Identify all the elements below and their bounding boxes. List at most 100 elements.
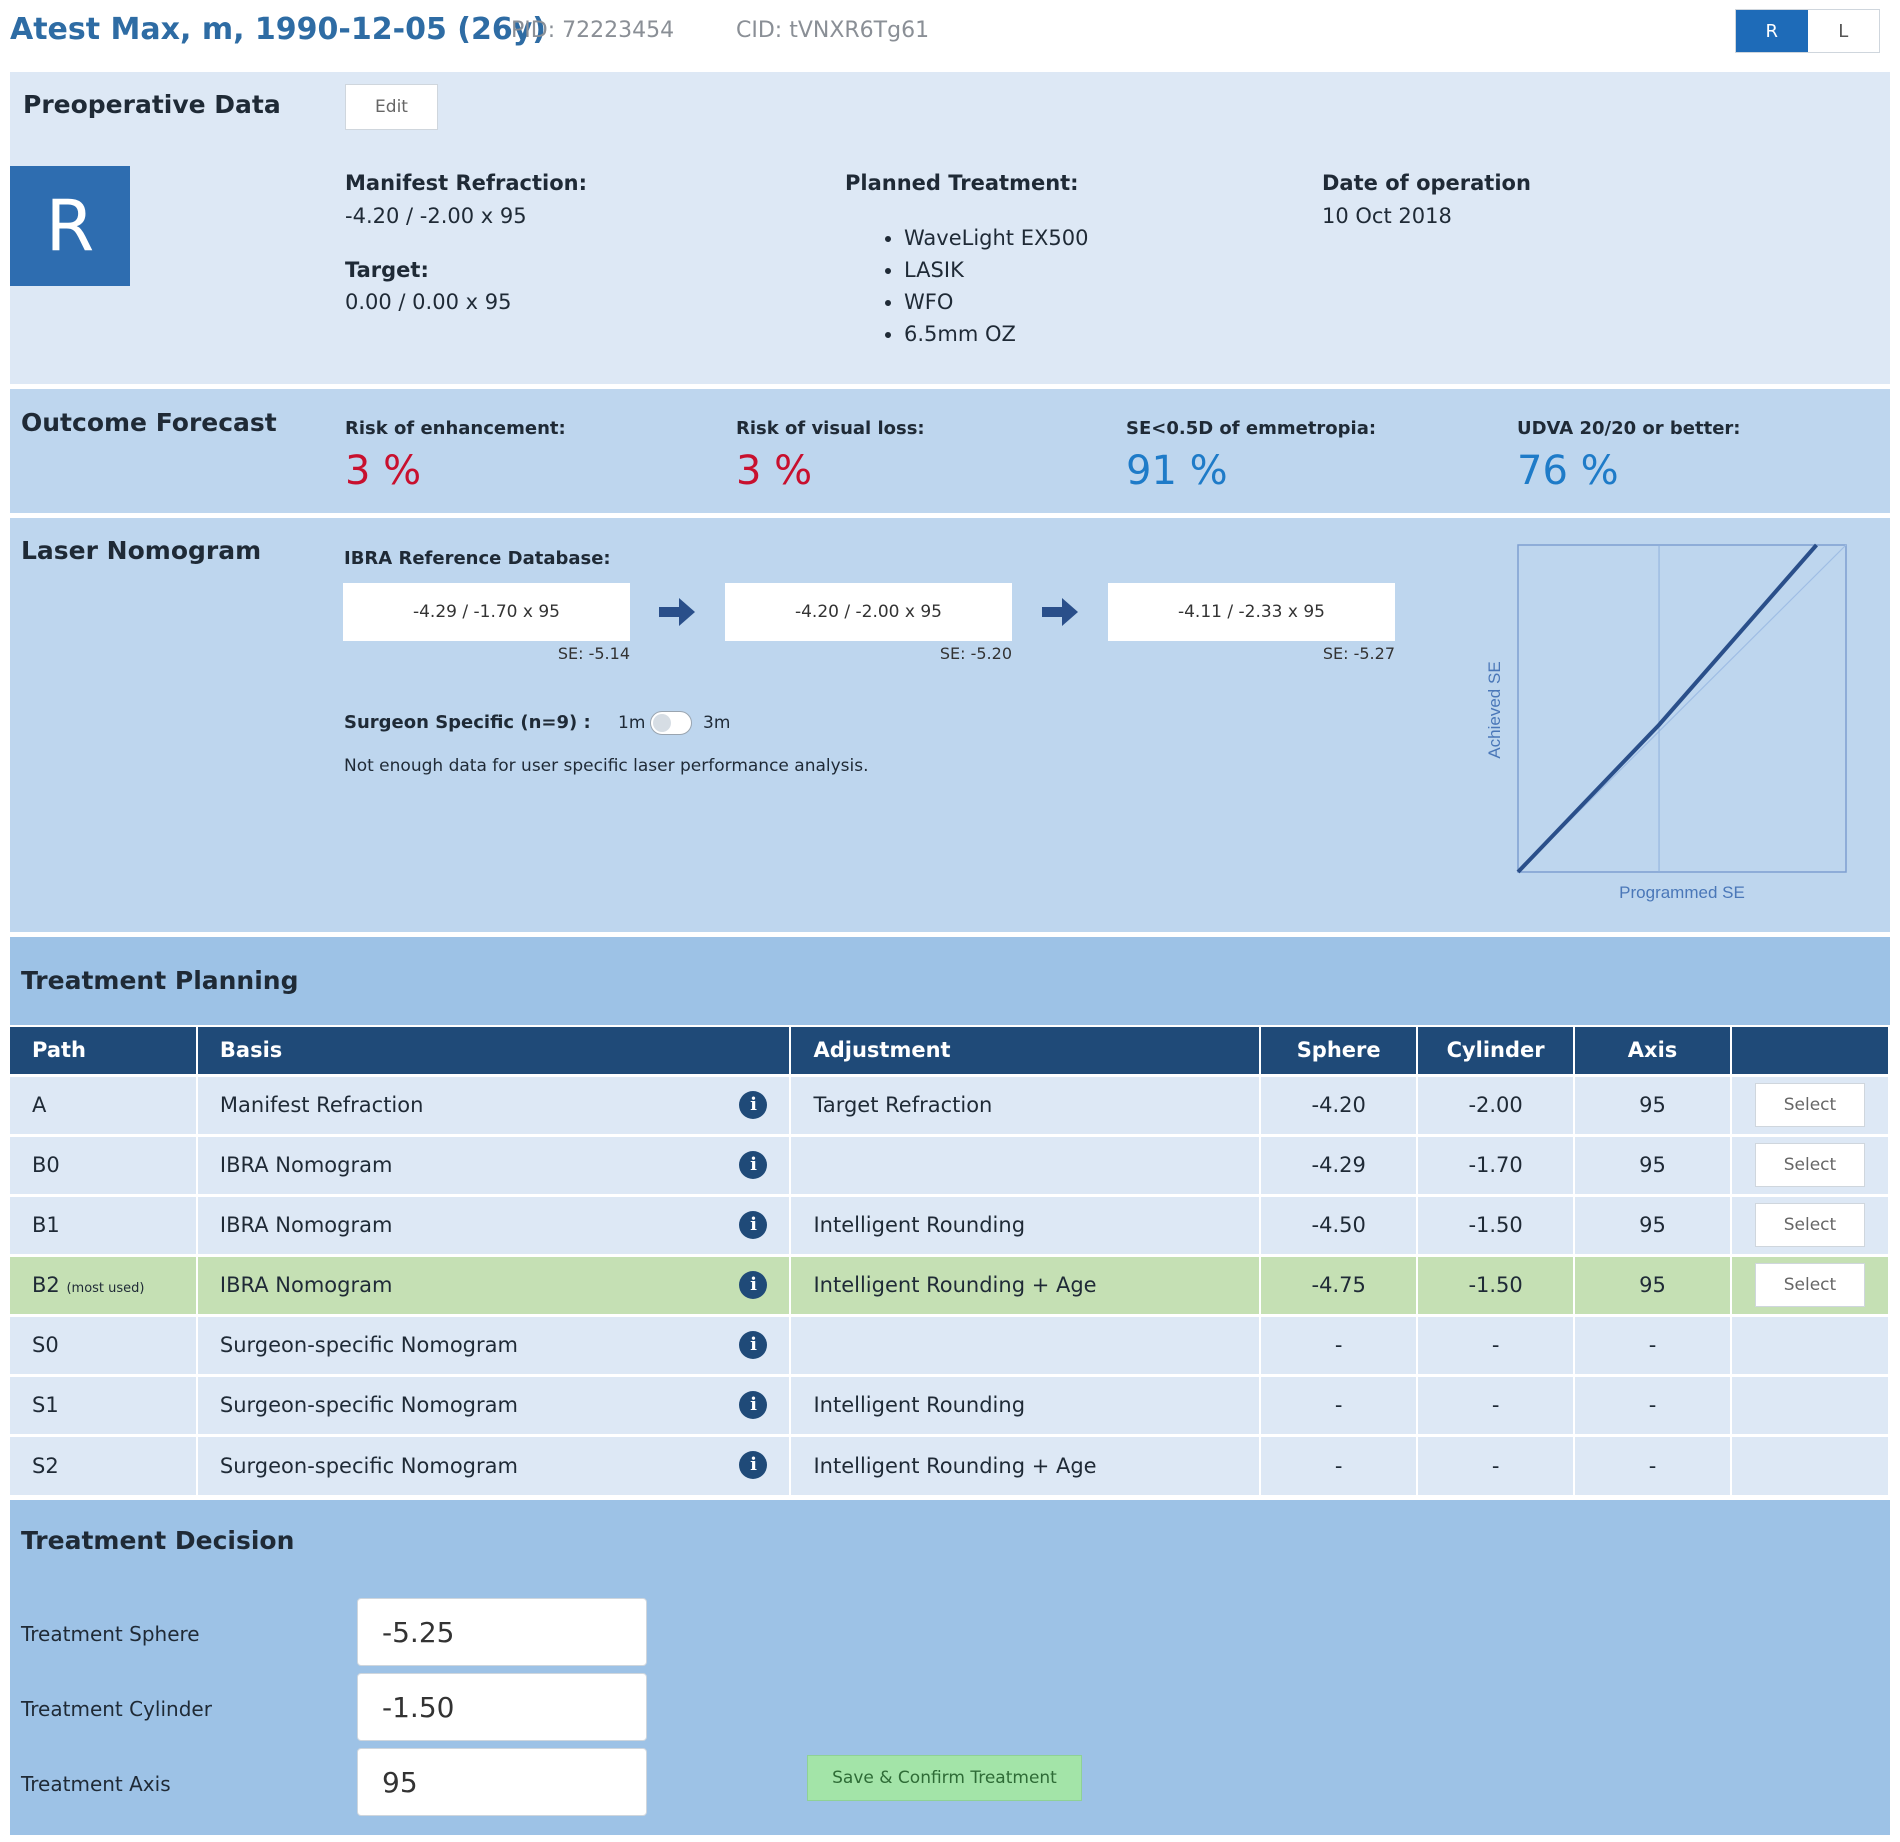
treatment-cylinder-input[interactable] (357, 1673, 647, 1741)
path-cell: B1 (10, 1193, 198, 1255)
eye-left-button[interactable]: L (1807, 10, 1879, 52)
nomogram-box: -4.29 / -1.70 x 95 (343, 583, 630, 641)
basis-cell: IBRA Nomogram i (196, 1253, 792, 1315)
sphere-cell: - (1260, 1433, 1419, 1495)
adjustment-cell: Intelligent Rounding + Age (790, 1433, 1262, 1495)
manifest-refraction-label: Manifest Refraction: (345, 171, 587, 195)
planned-item: WaveLight EX500 (904, 222, 1088, 254)
path-cell: B0 (10, 1133, 198, 1195)
edit-button[interactable]: Edit (345, 84, 438, 130)
col-axis: Axis (1574, 1027, 1732, 1075)
sphere-cell: -4.50 (1260, 1193, 1419, 1255)
path-cell: S0 (10, 1313, 198, 1375)
forecast-label: Risk of enhancement: (345, 418, 566, 439)
path-value: B2 (32, 1273, 60, 1297)
x-axis-label: Programmed SE (1619, 883, 1745, 902)
chart-frame (1517, 544, 1847, 873)
info-icon[interactable]: i (739, 1210, 768, 1239)
table-row: B2 (most used) IBRA Nomogram i Intelligent … (10, 1253, 1891, 1315)
achieved-curve (1516, 543, 1818, 874)
treatment-sphere-input[interactable] (357, 1598, 647, 1666)
date-of-operation-value: 10 Oct 2018 (1322, 204, 1452, 228)
select-button[interactable]: Select (1754, 1143, 1865, 1187)
adjustment-cell: Intelligent Rounding (790, 1193, 1262, 1255)
nomogram-se: SE: -5.14 (557, 644, 630, 663)
info-icon[interactable]: i (739, 1450, 768, 1479)
eye-right-button[interactable]: R (1736, 10, 1808, 52)
info-icon[interactable]: i (739, 1270, 768, 1299)
basis-value: IBRA Nomogram (219, 1273, 393, 1297)
ibra-database-label: IBRA Reference Database: (344, 548, 611, 569)
nomogram-box: -4.11 / -2.33 x 95 (1108, 583, 1395, 641)
select-button[interactable]: Select (1754, 1203, 1865, 1247)
risk-enhancement-value: 3 % (345, 448, 422, 494)
basis-cell: Surgeon-specific Nomogram i (196, 1433, 792, 1495)
info-icon[interactable]: i (739, 1150, 768, 1179)
eye-badge: R (10, 166, 130, 286)
select-cell (1730, 1313, 1891, 1375)
nomogram-se: SE: -5.20 (939, 644, 1012, 663)
treatment-planning-section (10, 937, 1890, 1025)
y-axis-label: Achieved SE (1485, 661, 1504, 758)
treatment-planning-title: Treatment Planning (21, 966, 299, 995)
info-icon[interactable]: i (739, 1090, 768, 1119)
adjustment-cell: Intelligent Rounding + Age (790, 1253, 1262, 1315)
treatment-axis-input[interactable] (357, 1748, 647, 1816)
select-button[interactable]: Select (1754, 1083, 1865, 1127)
col-cylinder: Cylinder (1417, 1027, 1576, 1075)
axis-cell: - (1574, 1313, 1732, 1375)
laser-nomogram-title: Laser Nomogram (21, 536, 262, 565)
basis-cell: IBRA Nomogram i (196, 1133, 792, 1195)
patient-name: Atest Max, m, 1990-12-05 (26y) (10, 12, 547, 47)
table-header-row: Path Basis Adjustment Sphere Cylinder Ax… (10, 1027, 1891, 1075)
col-select (1730, 1027, 1891, 1075)
path-cell: S2 (10, 1433, 198, 1495)
basis-value: Surgeon-specific Nomogram (219, 1333, 518, 1357)
axis-cell: 95 (1574, 1253, 1732, 1315)
risk-visual-loss-value: 3 % (736, 448, 813, 494)
col-path: Path (10, 1027, 198, 1075)
toggle-1m-label: 1m (618, 713, 646, 733)
cylinder-cell: - (1417, 1433, 1576, 1495)
planned-treatment-list: WaveLight EX500 LASIK WFO 6.5mm OZ (880, 222, 1088, 350)
path-note: (most used) (66, 1281, 145, 1296)
case-id: CID: tVNXR6Tg61 (736, 18, 930, 43)
treatment-decision-title: Treatment Decision (21, 1526, 295, 1555)
forecast-label: SE<0.5D of emmetropia: (1126, 418, 1377, 439)
outcome-forecast-section (10, 389, 1890, 513)
arrow-right-icon (659, 598, 695, 626)
not-enough-data-note: Not enough data for user specific laser … (344, 756, 869, 776)
col-sphere: Sphere (1260, 1027, 1419, 1075)
info-icon[interactable]: i (739, 1390, 768, 1419)
toggle-knob (653, 714, 671, 732)
basis-cell: Manifest Refraction i (196, 1073, 792, 1135)
path-value: S1 (32, 1393, 59, 1417)
basis-value: Manifest Refraction (219, 1093, 424, 1117)
select-cell: Select (1730, 1193, 1891, 1255)
path-value: B0 (32, 1153, 60, 1177)
select-cell: Select (1730, 1073, 1891, 1135)
path-value: S0 (32, 1333, 59, 1357)
surgeon-specific-label: Surgeon Specific (n=9) : (344, 712, 591, 733)
treatment-cylinder-label: Treatment Cylinder (21, 1697, 212, 1721)
cylinder-cell: -2.00 (1417, 1073, 1576, 1135)
select-cell (1730, 1433, 1891, 1495)
target-value: 0.00 / 0.00 x 95 (345, 290, 512, 314)
date-of-operation-label: Date of operation (1322, 171, 1531, 195)
table-row: S2 Surgeon-specific Nomogram i Intelligent… (10, 1433, 1891, 1495)
select-button[interactable]: Select (1754, 1263, 1865, 1307)
table-row: B0 IBRA Nomogram i -4.29 -1.70 95 Select (10, 1133, 1891, 1195)
table-row: B1 IBRA Nomogram i Intelligent Rounding -4.… (10, 1193, 1891, 1255)
axis-cell: - (1574, 1433, 1732, 1495)
period-toggle[interactable] (650, 711, 692, 735)
save-confirm-button[interactable]: Save & Confirm Treatment (807, 1755, 1082, 1801)
sphere-cell: -4.75 (1260, 1253, 1419, 1315)
manifest-refraction-value: -4.20 / -2.00 x 95 (345, 204, 527, 228)
preoperative-section (10, 72, 1890, 384)
info-icon[interactable]: i (739, 1330, 768, 1359)
table-row: S1 Surgeon-specific Nomogram i Intelligent… (10, 1373, 1891, 1435)
table-row: S0 Surgeon-specific Nomogram i - - - (10, 1313, 1891, 1375)
treatment-sphere-label: Treatment Sphere (21, 1622, 200, 1646)
basis-cell: IBRA Nomogram i (196, 1193, 792, 1255)
planned-item: LASIK (904, 254, 1088, 286)
